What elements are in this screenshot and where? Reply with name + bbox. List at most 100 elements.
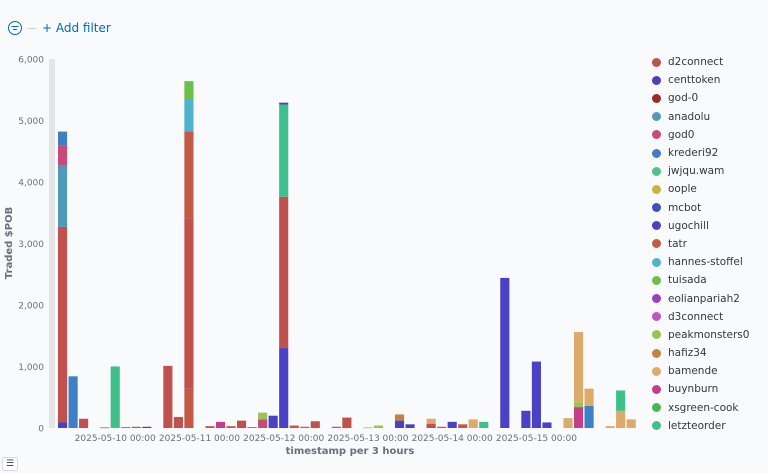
add-filter-button[interactable]: + Add filter: [42, 21, 111, 35]
legend-item[interactable]: hafiz34: [652, 344, 768, 362]
bar-segment[interactable]: [215, 421, 226, 428]
legend-item[interactable]: xsgreen-cook: [652, 399, 768, 417]
bar-segment[interactable]: [394, 414, 405, 421]
bar-segment[interactable]: [58, 422, 68, 428]
legend-color-dot: [652, 203, 661, 213]
legend-item[interactable]: god-0: [652, 89, 768, 107]
bar-segment[interactable]: [184, 131, 194, 219]
bar-segment[interactable]: [279, 196, 289, 349]
bar-segment[interactable]: [131, 426, 141, 428]
legend-item[interactable]: hannes-stoffel: [652, 253, 768, 271]
bar-segment[interactable]: [479, 421, 489, 428]
legend-item[interactable]: letzteorder: [652, 417, 768, 435]
bar-segment[interactable]: [184, 81, 194, 99]
bar-segment[interactable]: [184, 388, 194, 428]
bar-segment[interactable]: [584, 388, 594, 406]
legend-item[interactable]: krederi92: [652, 144, 768, 162]
legend-color-dot: [652, 403, 661, 413]
legend-item[interactable]: ugochill: [652, 217, 768, 235]
legend-item[interactable]: peakmonsters0: [652, 326, 768, 344]
legend-label: peakmonsters0: [668, 328, 750, 341]
bar-segment[interactable]: [573, 332, 584, 403]
bar-segment[interactable]: [616, 390, 626, 411]
bar-segment[interactable]: [68, 376, 78, 428]
bar-segment[interactable]: [110, 366, 120, 429]
chart-legend: d2connect centtoken god-0 anadolu god0 kreder…: [652, 53, 768, 435]
legend-item[interactable]: buynburn: [652, 380, 768, 398]
bar-segment[interactable]: [426, 423, 436, 428]
bar-segment[interactable]: [184, 98, 194, 132]
bar-segment[interactable]: [58, 131, 68, 146]
legend-item[interactable]: bamende: [652, 362, 768, 380]
legend-item[interactable]: god0: [652, 126, 768, 144]
bar-segment[interactable]: [500, 277, 510, 428]
legend-item[interactable]: oople: [652, 180, 768, 198]
filter-options-icon[interactable]: [8, 21, 22, 35]
bar-segment[interactable]: [426, 418, 436, 424]
bar-segment[interactable]: [310, 421, 320, 428]
legend-item[interactable]: anadolu: [652, 108, 768, 126]
legend-color-dot: [652, 257, 661, 267]
bar-segment[interactable]: [573, 407, 584, 428]
bar-segment[interactable]: [458, 424, 468, 428]
bar-segment[interactable]: [58, 165, 68, 227]
bar-segment[interactable]: [279, 104, 289, 197]
legend-label: god-0: [668, 92, 699, 105]
bar-segment[interactable]: [142, 426, 152, 428]
bar-segment[interactable]: [268, 415, 278, 428]
bar-segment[interactable]: [247, 427, 257, 428]
legend-item[interactable]: centtoken: [652, 71, 768, 89]
legend-item[interactable]: d3connect: [652, 308, 768, 326]
x-tick-label: 2025-05-12 00:00: [243, 434, 324, 444]
bar-segment[interactable]: [163, 365, 173, 428]
legend-color-dot: [652, 57, 661, 67]
bar-segment[interactable]: [331, 426, 341, 428]
bar-segment[interactable]: [173, 416, 183, 428]
bar-segment[interactable]: [447, 421, 457, 428]
bar-segment[interactable]: [437, 426, 447, 428]
bar-segment[interactable]: [616, 410, 626, 428]
bar-segment[interactable]: [626, 419, 636, 428]
bar-segment[interactable]: [258, 412, 268, 420]
bar-segment[interactable]: [584, 405, 594, 428]
bar-segment[interactable]: [342, 417, 352, 428]
legend-item[interactable]: d2connect: [652, 53, 768, 71]
bar-segment[interactable]: [563, 418, 573, 428]
bar-segment[interactable]: [205, 426, 215, 428]
bar-segment[interactable]: [121, 427, 131, 428]
legend-item[interactable]: tatr: [652, 235, 768, 253]
bar-segment[interactable]: [573, 402, 584, 408]
bar-segment[interactable]: [405, 424, 415, 428]
bar-segment[interactable]: [258, 419, 268, 428]
bar-segment[interactable]: [58, 226, 68, 423]
legend-item[interactable]: mcbot: [652, 199, 768, 217]
bar-segment[interactable]: [300, 426, 310, 428]
legend-label: oople: [668, 183, 697, 196]
bar-segment[interactable]: [363, 427, 373, 429]
bar-segment[interactable]: [521, 410, 531, 428]
bar-segment[interactable]: [226, 426, 236, 428]
bar-segment[interactable]: [542, 422, 552, 428]
bar-segment[interactable]: [58, 145, 68, 166]
legend-color-dot: [652, 166, 661, 176]
legend-item[interactable]: jwjqu.wam: [652, 162, 768, 180]
bar-segment[interactable]: [184, 218, 194, 389]
bar-segment[interactable]: [279, 348, 289, 428]
legend-toggle-button[interactable]: ☰: [2, 457, 18, 471]
legend-label: jwjqu.wam: [668, 165, 725, 178]
y-tick-label: 1,000: [18, 363, 44, 373]
bar-segment[interactable]: [79, 418, 89, 428]
bar-segment[interactable]: [237, 420, 247, 428]
bar-segment[interactable]: [289, 425, 299, 428]
y-tick-label: 3,000: [18, 240, 44, 250]
bar-segment[interactable]: [531, 361, 541, 428]
bar-segment[interactable]: [605, 426, 615, 428]
legend-item[interactable]: eolianpariah2: [652, 289, 768, 307]
legend-label: d2connect: [668, 56, 724, 69]
bar-segment[interactable]: [100, 427, 110, 429]
legend-item[interactable]: tuisada: [652, 271, 768, 289]
bar-segment[interactable]: [279, 102, 289, 105]
bar-segment[interactable]: [468, 419, 478, 428]
bar-segment[interactable]: [394, 420, 405, 428]
bar-segment[interactable]: [373, 425, 384, 428]
